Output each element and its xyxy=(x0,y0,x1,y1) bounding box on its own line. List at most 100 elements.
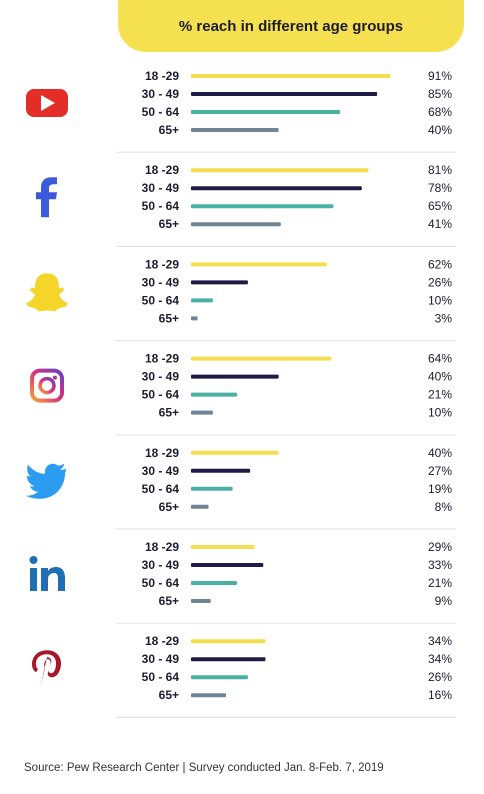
instagram-icon xyxy=(30,368,64,403)
age-group-label: 30 - 49 xyxy=(142,87,180,101)
age-group-label: 50 - 64 xyxy=(142,293,180,307)
value-label: 81% xyxy=(428,163,452,177)
bar xyxy=(191,639,266,644)
bar xyxy=(191,110,340,114)
bar xyxy=(191,168,369,173)
age-group-label: 18 -29 xyxy=(145,257,179,271)
bar xyxy=(191,693,227,698)
facebook-icon xyxy=(36,177,57,218)
age-group-label: 30 - 49 xyxy=(142,652,180,666)
platform-group: 18 -29 34% 30 - 49 34% 50 - 64 26% 65+ 16% xyxy=(32,634,456,719)
bar xyxy=(191,486,233,491)
value-label: 9% xyxy=(435,594,453,608)
bar xyxy=(191,316,198,321)
platform-group: 18 -29 29% 30 - 49 33% 50 - 64 21% 65+ 9% xyxy=(29,540,456,624)
bar xyxy=(191,675,248,680)
age-group-label: 18 -29 xyxy=(145,163,179,177)
age-group-label: 30 - 49 xyxy=(142,558,180,572)
bar xyxy=(191,128,279,132)
value-label: 29% xyxy=(428,540,452,554)
bar xyxy=(191,374,279,379)
bar xyxy=(191,392,237,397)
twitter-icon xyxy=(26,463,66,499)
value-label: 85% xyxy=(428,87,452,101)
bar xyxy=(191,504,209,509)
age-group-label: 65+ xyxy=(159,406,179,420)
age-group-label: 50 - 64 xyxy=(142,670,180,684)
bar xyxy=(191,468,251,473)
age-group-label: 18 -29 xyxy=(145,352,179,366)
age-group-label: 30 - 49 xyxy=(142,181,180,195)
platform-group: 18 -29 62% 30 - 49 26% 50 - 64 10% 65+ 3% xyxy=(26,257,456,342)
age-group-label: 50 - 64 xyxy=(142,482,180,496)
value-label: 10% xyxy=(428,406,452,420)
value-label: 78% xyxy=(428,181,452,195)
value-label: 26% xyxy=(428,275,452,289)
bar xyxy=(191,92,378,96)
bar xyxy=(191,581,237,585)
value-label: 26% xyxy=(428,670,452,684)
value-label: 19% xyxy=(428,482,452,496)
value-label: 16% xyxy=(428,688,452,702)
platform-group: 18 -29 91% 30 - 49 85% 50 - 64 68% 65+ 40% xyxy=(26,69,456,153)
bar xyxy=(191,280,248,285)
age-group-label: 18 -29 xyxy=(145,634,179,648)
value-label: 21% xyxy=(428,388,452,402)
bar xyxy=(191,563,264,567)
platform-group: 18 -29 81% 30 - 49 78% 50 - 64 65% 65+ 41% xyxy=(36,163,456,247)
value-label: 62% xyxy=(428,257,452,271)
bar xyxy=(191,410,213,415)
age-group-label: 50 - 64 xyxy=(142,388,180,402)
value-label: 34% xyxy=(428,634,452,648)
value-label: 21% xyxy=(428,576,452,590)
value-label: 40% xyxy=(428,446,452,460)
bar xyxy=(191,74,391,78)
bar xyxy=(191,657,266,662)
snapchat-icon xyxy=(26,273,68,312)
age-group-label: 30 - 49 xyxy=(142,464,180,478)
platform-group: 18 -29 40% 30 - 49 27% 50 - 64 19% 65+ 8% xyxy=(26,446,456,530)
bar xyxy=(191,545,255,549)
age-group-label: 18 -29 xyxy=(145,540,179,554)
value-label: 91% xyxy=(428,69,452,83)
age-group-label: 65+ xyxy=(159,594,179,608)
age-group-label: 65+ xyxy=(159,123,179,137)
value-label: 40% xyxy=(428,123,452,137)
bar xyxy=(191,186,362,191)
age-group-label: 30 - 49 xyxy=(142,370,180,384)
youtube-icon xyxy=(26,89,68,117)
value-label: 33% xyxy=(428,558,452,572)
bar xyxy=(191,356,332,361)
value-label: 34% xyxy=(428,652,452,666)
source-note: Source: Pew Research Center | Survey con… xyxy=(24,762,384,774)
value-label: 41% xyxy=(428,217,452,231)
age-group-label: 65+ xyxy=(159,217,179,231)
bar xyxy=(191,599,211,603)
chart-title: % reach in different age groups xyxy=(118,0,464,52)
age-group-label: 50 - 64 xyxy=(142,576,180,590)
linkedin-icon xyxy=(29,556,65,591)
value-label: 8% xyxy=(435,500,453,514)
bar xyxy=(191,450,279,455)
bar xyxy=(191,204,334,209)
bar xyxy=(191,262,327,267)
age-group-label: 18 -29 xyxy=(145,69,179,83)
age-group-label: 65+ xyxy=(159,311,179,325)
age-group-label: 65+ xyxy=(159,688,179,702)
value-label: 10% xyxy=(428,293,452,307)
age-group-label: 18 -29 xyxy=(145,446,179,460)
bar xyxy=(191,222,281,227)
bar xyxy=(191,298,213,303)
value-label: 68% xyxy=(428,105,452,119)
pinterest-icon xyxy=(32,650,61,689)
value-label: 65% xyxy=(428,199,452,213)
platform-group: 18 -29 64% 30 - 49 40% 50 - 64 21% 65+ 10% xyxy=(30,352,456,436)
age-group-label: 30 - 49 xyxy=(142,275,180,289)
value-label: 40% xyxy=(428,370,452,384)
value-label: 27% xyxy=(428,464,452,478)
age-group-label: 50 - 64 xyxy=(142,105,180,119)
value-label: 3% xyxy=(435,311,453,325)
age-group-label: 65+ xyxy=(159,500,179,514)
age-group-label: 50 - 64 xyxy=(142,199,180,213)
